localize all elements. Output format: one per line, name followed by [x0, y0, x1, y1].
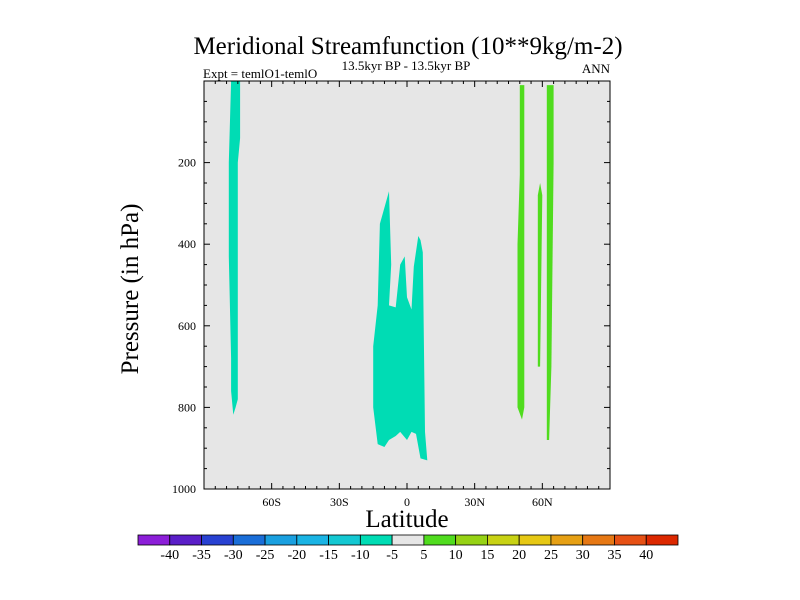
axis-ticks: 60S 30S 0 30N 60N 200 400 600 800 1000: [172, 80, 611, 509]
colorbar-swatch: [359, 534, 393, 546]
colorbar-label: 15: [480, 548, 494, 563]
southern-high-latitude-negative-cell: [228, 81, 241, 415]
colorbar-swatch: [296, 534, 329, 546]
colorbar-swatch: [391, 534, 425, 546]
x-tick-label: 30N: [464, 495, 485, 509]
colorbar-label: -25: [256, 548, 275, 563]
x-tick-label: 60S: [262, 495, 281, 509]
colorbar-swatch: [201, 534, 234, 546]
colorbar-label: 40: [639, 548, 653, 563]
colorbar-swatch: [582, 534, 615, 546]
northern-positive-cell-1: [517, 85, 525, 420]
colorbar-label: 10: [449, 548, 463, 563]
colorbar-swatch: [264, 534, 298, 546]
northern-positive-cell-3: [546, 85, 554, 440]
colorbar-swatch: [328, 534, 361, 546]
colorbar-swatch: [169, 534, 202, 546]
colorbar-label: 25: [544, 548, 558, 563]
colorbar-swatch: [550, 534, 584, 546]
colorbar-swatch: [614, 534, 647, 546]
colorbar-label: -35: [192, 548, 211, 563]
colorbar-swatch: [487, 534, 520, 546]
northern-positive-cell-2: [537, 183, 543, 367]
plot-frame: [203, 80, 611, 490]
colorbar-label: -10: [351, 548, 370, 563]
x-axis-label: Latitude: [365, 506, 448, 533]
chart-subtitle: 13.5kyr BP - 13.5kyr BP: [342, 58, 471, 73]
colorbar-swatch: [232, 534, 266, 546]
colorbar-label: 35: [607, 548, 621, 563]
colorbar-swatch: [518, 534, 552, 546]
chart-left-label: Expt = temlO1-temlO: [203, 66, 317, 81]
colorbar-swatch: [645, 534, 679, 546]
colorbar-swatch: [455, 534, 488, 546]
colorbar-label: 20: [512, 548, 526, 563]
colorbar-label: -30: [224, 548, 243, 563]
y-tick-label: 800: [178, 400, 196, 414]
colorbar-swatch: [423, 534, 457, 546]
x-tick-label: 30S: [330, 495, 349, 509]
colorbar-label: -5: [386, 548, 398, 563]
contour-regions: [228, 81, 554, 461]
x-tick-label: 60N: [532, 495, 553, 509]
y-tick-label: 400: [178, 237, 196, 251]
colorbar-label: -40: [160, 548, 179, 563]
tropical-negative-cell: [373, 191, 428, 461]
colorbar-swatch: [137, 534, 171, 546]
y-tick-label: 600: [178, 319, 196, 333]
colorbar-label: -20: [287, 548, 306, 563]
colorbar-label: 30: [576, 548, 590, 563]
y-tick-label: 1000: [172, 482, 196, 496]
colorbar-label: 5: [420, 548, 427, 563]
chart-title: Meridional Streamfunction (10**9kg/m-2): [193, 33, 622, 60]
y-tick-label: 200: [178, 156, 196, 170]
colorbar-label: -15: [319, 548, 338, 563]
chart-right-label: ANN: [582, 61, 611, 76]
x-tick-label: 0: [404, 495, 410, 509]
colorbar: -40 -35 -30 -25 -20 -15 -10 -5 5 10 15 20 25 30 35 40: [137, 534, 679, 563]
y-axis-label: Pressure (in hPa): [117, 204, 144, 375]
